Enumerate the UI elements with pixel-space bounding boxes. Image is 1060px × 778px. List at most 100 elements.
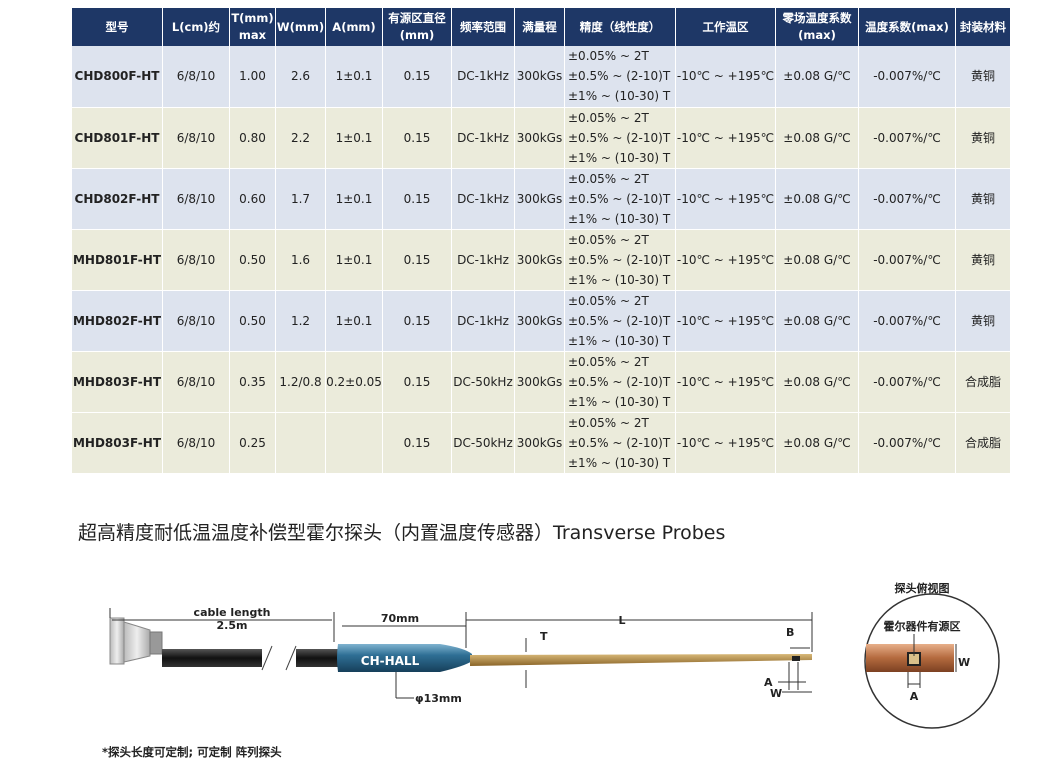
cell-line: ±0.05% ~ 2T (568, 232, 649, 247)
cell-line: 零场温度系数 (782, 11, 852, 25)
table-cell: 0.60 (229, 168, 276, 230)
cell-line: ±1% ~ (10-30) T (568, 394, 671, 409)
cable-break (261, 645, 297, 671)
table-cell: 6/8/10 (162, 412, 230, 474)
table-cell: DC-1kHz (451, 168, 515, 230)
table-cell: DC-1kHz (451, 107, 515, 169)
cell-line: ±0.5% ~ (2-10)T (568, 313, 671, 328)
table-cell: CHD801F-HT (72, 107, 163, 169)
table-cell: 0.15 (382, 46, 452, 108)
connector (109, 617, 163, 665)
table-cell: 1.6 (275, 229, 326, 291)
table-cell: 6/8/10 (162, 107, 230, 169)
cable (162, 649, 262, 667)
table-cell: 300kGs (514, 351, 565, 413)
table-cell: 1±0.1 (325, 168, 383, 230)
cell-line: 频率范围 (460, 19, 506, 34)
table-row: MHD801F-HT 6/8/10 0.50 1.6 1±0.1 0.15 DC-1kHz 3… (72, 229, 1011, 291)
cell-line: ±0.5% ~ (2-10)T (568, 252, 671, 267)
table-cell: DC-50kHz (451, 351, 515, 413)
table-cell: 6/8/10 (162, 168, 230, 230)
header-cell: L(cm)约 (162, 8, 230, 46)
table-cell (275, 412, 326, 474)
table-cell: -10℃ ~ +195℃ (675, 46, 776, 108)
table-cell: MHD803F-HT (72, 351, 163, 413)
table-row: MHD803F-HT 6/8/10 0.25 0.15 DC-50kHz 300kGs ±0… (72, 412, 1011, 474)
cell-line: ±0.05% ~ 2T (568, 171, 649, 186)
table-cell: 1.7 (275, 168, 326, 230)
header-cell: 零场温度系数 (max) (775, 8, 859, 46)
table-cell: 黄铜 (955, 168, 1011, 230)
header-cell: 有源区直径 (mm) (382, 8, 452, 46)
header-cell: 封装材料 (955, 8, 1011, 46)
table-cell: ±0.08 G/℃ (775, 168, 859, 230)
table-cell: ±0.08 G/℃ (775, 351, 859, 413)
cell-line: ±0.5% ~ (2-10)T (568, 191, 671, 206)
label: cable length (194, 606, 271, 619)
cell-line: ±0.05% ~ 2T (568, 49, 649, 64)
table-cell: MHD801F-HT (72, 229, 163, 291)
label: W (958, 656, 970, 669)
cell-line: 型号 (105, 19, 129, 34)
label: 霍尔器件有源区 (884, 619, 961, 633)
table-cell: 合成脂 (955, 412, 1011, 474)
label: B (786, 626, 794, 639)
table-cell: ±0.05% ~ 2T ±0.5% ~ (2-10)T ±1% ~ (10-30) … (564, 168, 676, 230)
cell-line: T(mm) (231, 11, 274, 25)
cell-line: ±0.05% ~ 2T (568, 415, 649, 430)
table-cell: 300kGs (514, 290, 565, 352)
cell-line: ±1% ~ (10-30) T (568, 455, 671, 470)
table-cell: -10℃ ~ +195℃ (675, 290, 776, 352)
cell-line: (mm) (399, 28, 435, 42)
label: A (910, 690, 919, 703)
table-cell: 0.80 (229, 107, 276, 169)
cell-line: 封装材料 (960, 19, 1006, 34)
label: L (618, 614, 625, 627)
table-cell: MHD802F-HT (72, 290, 163, 352)
table-cell: 1±0.1 (325, 107, 383, 169)
cell-line: 满量程 (522, 19, 557, 34)
table-cell: 黄铜 (955, 46, 1011, 108)
table-cell: 0.50 (229, 229, 276, 291)
table-cell: 黄铜 (955, 290, 1011, 352)
table-cell: 300kGs (514, 107, 565, 169)
table-cell: 0.15 (382, 229, 452, 291)
table-cell: 6/8/10 (162, 351, 230, 413)
table-cell: 0.35 (229, 351, 276, 413)
header-cell: T(mm) max (229, 8, 276, 46)
table-cell: 1±0.1 (325, 290, 383, 352)
table-cell: 2.6 (275, 46, 326, 108)
label: W (770, 687, 782, 700)
table-cell: -10℃ ~ +195℃ (675, 229, 776, 291)
dimension-lines (907, 644, 957, 688)
table-cell: 1±0.1 (325, 229, 383, 291)
table-cell: -10℃ ~ +195℃ (675, 168, 776, 230)
table-cell: 0.15 (382, 412, 452, 474)
cell-line: 有源区直径 (388, 11, 446, 25)
table-cell: 1.00 (229, 46, 276, 108)
table-cell: -0.007%/℃ (858, 229, 956, 291)
table-cell: 300kGs (514, 229, 565, 291)
header-cell: 型号 (72, 8, 163, 46)
table-cell: 6/8/10 (162, 290, 230, 352)
table-cell: 1.2/0.8 (275, 351, 326, 413)
cell-line: 工作温区 (702, 19, 749, 34)
cell-line: ±0.5% ~ (2-10)T (568, 69, 671, 84)
header-cell: 精度（线性度） (564, 8, 676, 46)
table-cell: 0.15 (382, 290, 452, 352)
cell-line: ±0.05% ~ 2T (568, 354, 649, 369)
table-cell: 黄铜 (955, 107, 1011, 169)
label: 2.5m (217, 619, 248, 632)
header-cell: 频率范围 (451, 8, 515, 46)
label: φ13mm (415, 692, 462, 705)
table-row: MHD802F-HT 6/8/10 0.50 1.2 1±0.1 0.15 DC-1kHz 3… (72, 290, 1011, 352)
table-row: CHD800F-HT 6/8/10 1.00 2.6 1±0.1 0.15 DC-1kHz 3… (72, 46, 1011, 108)
active-area (792, 656, 800, 661)
label: 70mm (381, 612, 419, 625)
table-cell: ±0.05% ~ 2T ±0.5% ~ (2-10)T ±1% ~ (10-30) … (564, 290, 676, 352)
header-cell: W(mm) (275, 8, 326, 46)
spec-table: 型号 L(cm)约 T(mm) max W(mm) A(mm) 有源区直径 (mm) 频率范围 满… (72, 8, 1011, 474)
table-cell: MHD803F-HT (72, 412, 163, 474)
cell-line: ±1% ~ (10-30) T (568, 150, 671, 165)
table-cell: 0.15 (382, 351, 452, 413)
